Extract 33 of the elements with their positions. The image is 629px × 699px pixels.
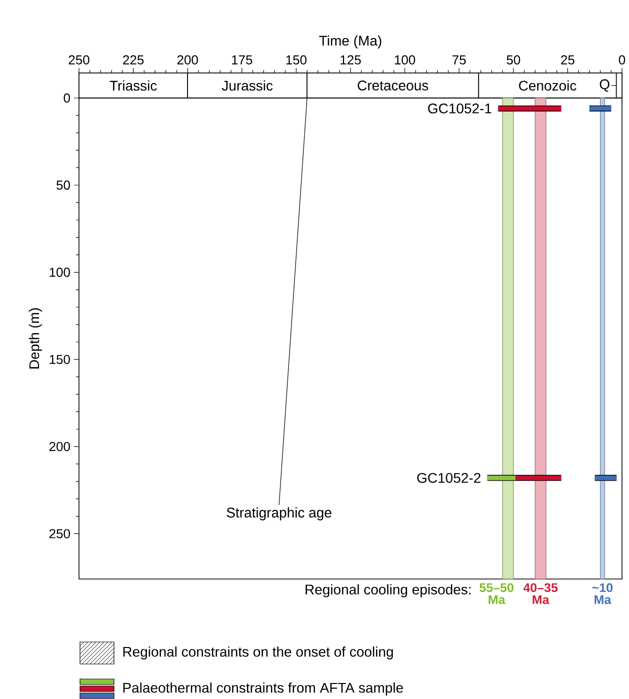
series-label: Triassic (110, 80, 157, 91)
band-label: ~10 Ma (592, 583, 613, 604)
y-tick-label: 50 (56, 180, 70, 190)
x-tick-label: 200 (177, 55, 198, 64)
annotation: GC1052-1 (428, 103, 492, 114)
series-label: Cenozoic (519, 80, 576, 91)
band-label: 40–35 Ma (523, 583, 558, 604)
series-label: Jurassic (222, 80, 273, 91)
series-label: Cretaceous (358, 80, 428, 90)
x-tick-label: 75 (452, 55, 466, 64)
x-tick-label: 0 (618, 55, 626, 64)
x-tick-label: 125 (340, 55, 361, 64)
x-tick-label: 100 (394, 55, 416, 64)
x-tick-label: 50 (506, 55, 520, 64)
y-tick-label: 100 (50, 268, 70, 277)
text: Regional constraints on the onset of cooling (123, 646, 393, 660)
annotation: Stratigraphic age (226, 507, 332, 520)
y-tick-label: 150 (50, 354, 70, 364)
band-label: 55–50 Ma (480, 583, 514, 604)
text: Regional cooling episodes: (306, 584, 471, 598)
x-tick-label: 150 (286, 55, 307, 64)
x-axis-title: Time (Ma) (319, 35, 382, 48)
x-tick-label: 25 (561, 55, 574, 64)
y-tick-label: 0 (64, 93, 70, 103)
x-tick-label: 250 (68, 55, 90, 64)
y-tick-label: 250 (49, 529, 70, 538)
annotation: GC1052-2 (417, 472, 480, 483)
x-tick-label: 225 (123, 55, 144, 64)
legend-label: Q (600, 79, 610, 92)
x-tick-label: 175 (232, 55, 252, 64)
y-axis-title: Depth (m) (28, 308, 42, 368)
y-tick-label: 200 (49, 442, 70, 452)
text: Palaeothermal constraints from AFTA sample (123, 682, 403, 696)
